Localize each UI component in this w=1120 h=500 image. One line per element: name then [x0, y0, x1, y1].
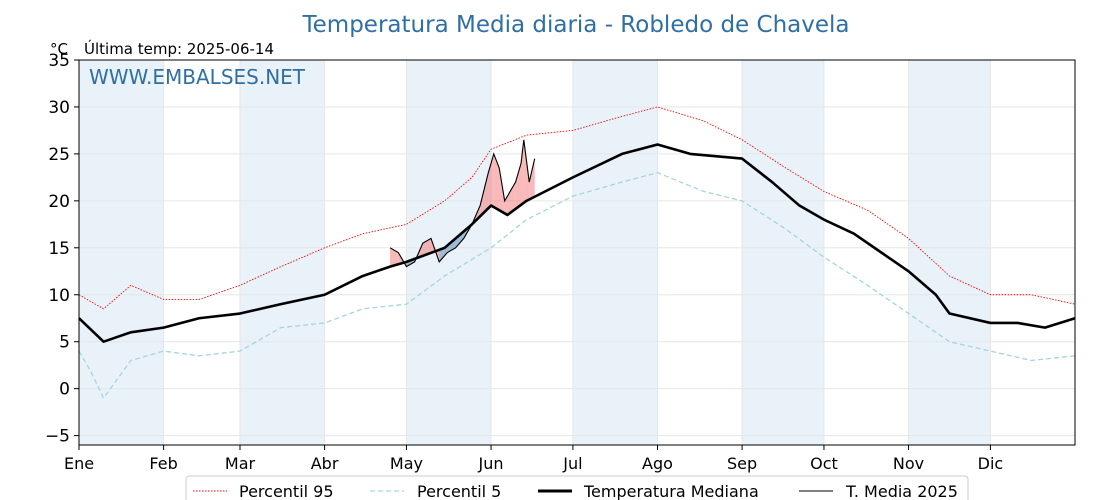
x-tick-label: Feb	[149, 454, 177, 473]
x-tick-label: Abr	[311, 454, 339, 473]
legend-label-p5: Percentil 5	[417, 482, 501, 500]
y-tick-label: 15	[48, 239, 70, 259]
y-axis-ticks: −5 0 5 10 15 20 25 30 35	[45, 51, 79, 447]
above-median-fill	[480, 172, 489, 217]
x-tick-label: Dic	[978, 454, 1004, 473]
plot-frame	[78, 59, 1076, 446]
above-median-fill	[390, 247, 399, 267]
y-tick-label: 30	[48, 98, 70, 118]
x-tick-label: Jul	[562, 454, 582, 473]
y-tick-label: 10	[48, 286, 70, 306]
x-tick-label: Ene	[64, 454, 94, 473]
below-median-fill	[455, 231, 464, 248]
unit-label: °C	[50, 40, 68, 58]
y-tick-label: −5	[45, 427, 70, 447]
y-tick-label: 20	[48, 192, 70, 212]
series-percentil-5	[78, 171, 1076, 400]
above-median-fill	[422, 238, 432, 256]
month-shade-band	[742, 60, 824, 445]
legend: Percentil 95 Percentil 5 Temperatura Med…	[185, 475, 969, 500]
series-temperatura-mediana	[78, 143, 1076, 344]
y-tick-label: 0	[59, 380, 70, 400]
above-median-fill	[523, 139, 530, 203]
above-median-fill	[515, 163, 522, 209]
y-tick-label: 5	[59, 333, 70, 353]
above-median-fill	[488, 153, 494, 209]
month-shade-band	[239, 60, 325, 445]
x-tick-label: May	[390, 454, 423, 473]
x-tick-label: Jun	[478, 454, 504, 473]
series-t-media-2025	[389, 139, 536, 268]
legend-box	[185, 475, 969, 500]
above-median-fill	[504, 191, 511, 214]
watermark: WWW.EMBALSES.NET	[89, 65, 306, 89]
x-tick-label: Ago	[642, 454, 673, 473]
series-lines	[78, 106, 1076, 400]
series-percentil-95	[78, 106, 1076, 310]
above-median-fill	[521, 139, 524, 205]
month-shading	[79, 60, 991, 445]
x-tick-label: Sep	[727, 454, 757, 473]
month-shade-band	[908, 60, 991, 445]
y-tick-label: 25	[48, 145, 70, 165]
above-median-fill	[529, 158, 535, 200]
y-tick-label: 35	[48, 51, 70, 71]
last-temp-label: Última temp: 2025-06-14	[84, 39, 274, 58]
legend-label-median: Temperatura Mediana	[583, 482, 759, 500]
legend-label-current: T. Media 2025	[845, 482, 958, 500]
month-shade-band	[79, 60, 164, 445]
above-median-fill	[493, 153, 500, 211]
chart-title: Temperatura Media diaria - Robledo de Ch…	[302, 12, 850, 38]
x-tick-label: Mar	[225, 454, 256, 473]
x-tick-label: Oct	[810, 454, 838, 473]
x-tick-label: Nov	[893, 454, 924, 473]
x-axis-ticks: Ene Feb Mar Abr May Jun Jul Ago Sep Oct Nov Dic	[64, 445, 1003, 473]
legend-label-p95: Percentil 95	[239, 482, 334, 500]
month-shade-band	[572, 60, 658, 445]
